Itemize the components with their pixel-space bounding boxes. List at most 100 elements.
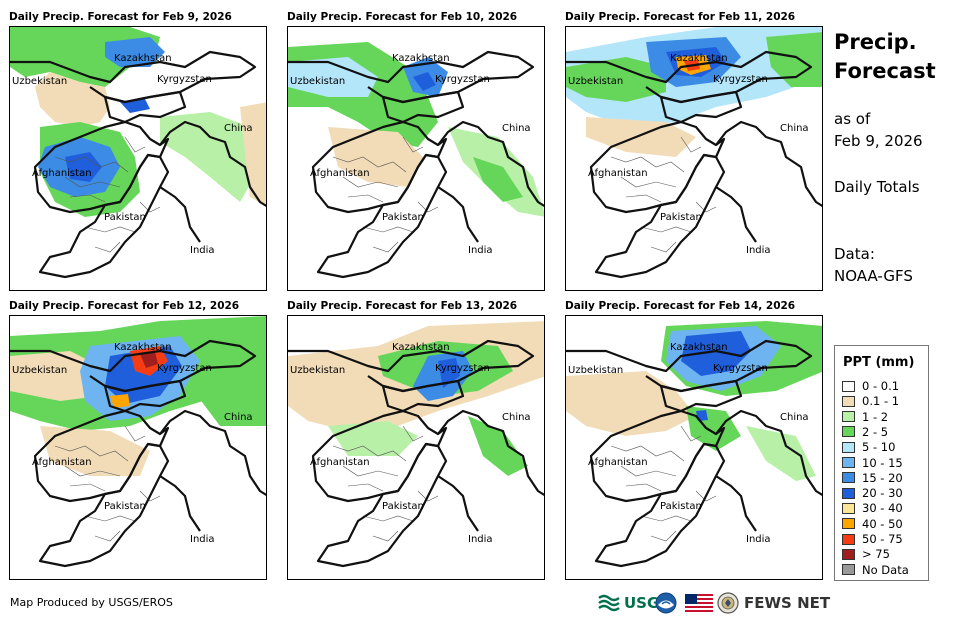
precip-area <box>468 416 528 476</box>
legend-item: 30 - 40 <box>842 501 903 515</box>
country-label-china: China <box>224 412 253 423</box>
forecast-panel: Daily Precip. Forecast for Feb 13, 2026 K… <box>287 300 563 583</box>
province-border <box>372 530 399 542</box>
country-border <box>715 475 757 532</box>
precip-area <box>65 152 102 182</box>
precip-map-graphic: Kazakhstan Uzbekistan Kyrgyzstan China Afgha… <box>10 27 266 279</box>
legend-item: No Data <box>842 563 909 577</box>
legend-item: 2 - 5 <box>842 425 888 439</box>
legend-swatch <box>842 564 855 576</box>
country-border <box>437 409 544 497</box>
legend-label: 0 - 0.1 <box>862 379 900 393</box>
noaa-logo <box>655 590 677 616</box>
legend-label: 1 - 2 <box>862 409 889 424</box>
country-border <box>437 120 544 208</box>
province-border <box>625 194 662 203</box>
precip-map-graphic: Kazakhstan Uzbekistan Kyrgyzstan China Afgha… <box>288 42 544 279</box>
province-border <box>650 530 677 542</box>
legend-label: 2 - 5 <box>862 424 889 439</box>
us-flag-icon <box>685 594 713 612</box>
legend-item: 0 - 0.1 <box>842 379 899 393</box>
country-border <box>103 379 187 413</box>
country-label-kyrgyzstan: Kyrgyzstan <box>435 74 490 85</box>
province-border <box>94 530 121 542</box>
legend-item: 1 - 2 <box>842 410 888 424</box>
country-border <box>381 90 465 124</box>
precip-area <box>746 426 816 481</box>
country-label-india: India <box>468 534 493 545</box>
legend-label: 5 - 10 <box>862 440 896 455</box>
precip-area <box>160 112 260 202</box>
precip-area <box>328 421 418 456</box>
country-label-china: China <box>780 123 809 134</box>
country-border <box>103 90 187 124</box>
province-border <box>84 515 136 522</box>
precip-area <box>686 406 741 451</box>
forecast-map: Kazakhstan Uzbekistan Kyrgyzstan China Afgha… <box>565 315 823 580</box>
province-border <box>650 241 677 253</box>
credit-text: Map Produced by USGS/EROS <box>10 596 173 609</box>
province-border <box>625 483 662 492</box>
province-border <box>54 156 129 173</box>
country-border <box>715 186 757 243</box>
province-border <box>332 445 407 462</box>
legend-title: PPT (mm) <box>843 355 915 370</box>
province-border <box>64 465 121 477</box>
province-border <box>362 226 414 233</box>
precip-map-graphic: Kazakhstan Uzbekistan Kyrgyzstan China Afgha… <box>288 321 544 568</box>
province-border <box>372 241 399 253</box>
forecast-map: Kazakhstan Uzbekistan Kyrgyzstan China Afgha… <box>9 26 267 291</box>
precip-area <box>566 57 666 102</box>
precip-area <box>328 127 423 187</box>
legend-item: 10 - 15 <box>842 456 903 470</box>
precip-area <box>105 37 165 67</box>
country-label-pakistan: Pakistan <box>660 212 702 223</box>
forecast-map: Kazakhstan Uzbekistan Kyrgyzstan China Afgha… <box>287 315 545 580</box>
country-label-kazakhstan: Kazakhstan <box>670 342 728 353</box>
precip-area <box>110 394 130 408</box>
precip-area <box>766 32 822 87</box>
legend-item: 0.1 - 1 <box>842 394 899 408</box>
legend-swatch <box>842 518 855 530</box>
precip-area <box>566 371 696 436</box>
panel-title: Daily Precip. Forecast for Feb 9, 2026 <box>9 11 232 23</box>
data-source-name: NOAA-GFS <box>834 267 913 285</box>
province-border <box>332 156 407 173</box>
legend-swatch <box>842 548 855 560</box>
province-border <box>124 136 146 153</box>
province-border <box>620 465 677 477</box>
legend-item: 5 - 10 <box>842 440 895 454</box>
province-border <box>362 515 414 522</box>
country-label-afghanistan: Afghanistan <box>32 168 92 179</box>
country-label-uzbekistan: Uzbekistan <box>568 76 623 87</box>
province-border <box>402 425 424 442</box>
country-label-india: India <box>746 245 771 256</box>
fews-net-logo: FEWS NET <box>717 590 830 616</box>
province-border <box>347 194 384 203</box>
legend-label: 30 - 40 <box>862 501 903 516</box>
forecast-map: Kazakhstan Uzbekistan Kyrgyzstan China Afgha… <box>287 26 545 291</box>
province-border <box>695 201 717 213</box>
country-border <box>38 442 170 568</box>
country-label-uzbekistan: Uzbekistan <box>12 76 67 87</box>
province-border <box>610 445 685 462</box>
precip-area <box>40 426 150 476</box>
forecast-panel: Daily Precip. Forecast for Feb 12, 2026 K… <box>9 300 285 583</box>
province-border <box>347 483 384 492</box>
country-label-kyrgyzstan: Kyrgyzstan <box>157 363 212 374</box>
legend-swatch <box>842 395 855 407</box>
precip-area <box>681 331 751 376</box>
data-source: Data: NOAA-GFS <box>834 243 913 287</box>
daily-totals-text: Daily Totals <box>834 178 920 196</box>
state-dept-seal-icon <box>717 592 739 614</box>
country-border <box>316 153 448 279</box>
province-border <box>54 445 129 462</box>
precip-area <box>413 72 436 91</box>
country-label-pakistan: Pakistan <box>104 501 146 512</box>
country-label-india: India <box>190 534 215 545</box>
country-label-afghanistan: Afghanistan <box>32 457 92 468</box>
panel-title: Daily Precip. Forecast for Feb 12, 2026 <box>9 300 240 312</box>
usgs-wave-icon <box>598 594 620 612</box>
province-border <box>69 194 106 203</box>
precip-area <box>288 57 378 97</box>
